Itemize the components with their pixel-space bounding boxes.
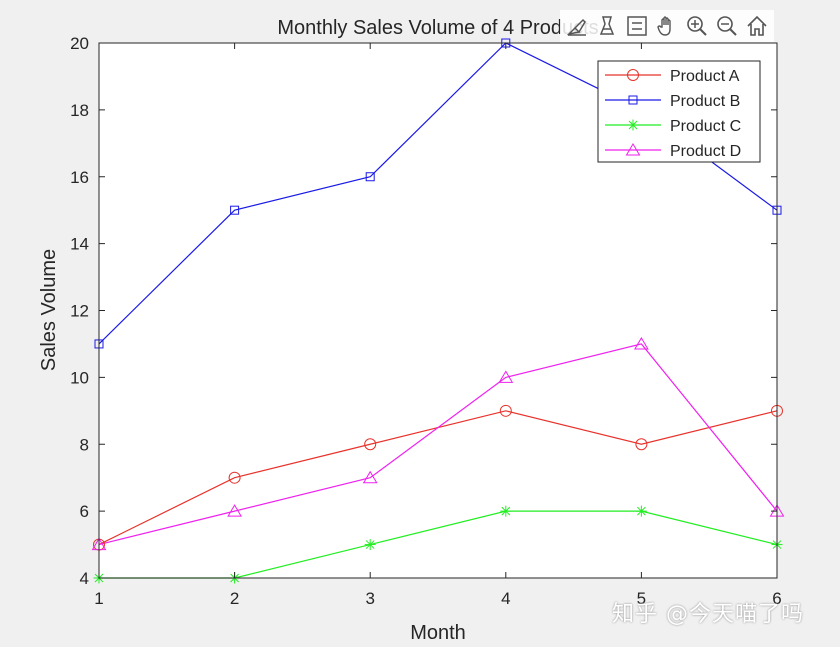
legend-label: Product B	[670, 93, 740, 110]
x-axis-label: Month	[410, 622, 466, 644]
x-tick-label: 4	[501, 589, 510, 608]
y-axis-label: Sales Volume	[38, 249, 60, 371]
legend-marker	[628, 95, 638, 105]
x-tick-label: 2	[230, 589, 239, 608]
series-4-point	[227, 504, 242, 517]
series-1-point	[364, 438, 377, 451]
series-3-point	[500, 505, 512, 517]
series-4-point	[634, 336, 649, 350]
legend[interactable]: Product A Product B Product C Product D	[597, 60, 761, 163]
y-tick-label: 16	[70, 168, 89, 187]
x-tick-label: 1	[94, 589, 103, 608]
legend-marker	[627, 119, 639, 131]
legend-label: Product D	[670, 143, 741, 160]
watermark: 知乎 @今天喵了吗	[612, 602, 804, 627]
y-tick-label: 4	[80, 569, 89, 588]
legend-marker	[625, 143, 641, 156]
series-3-point	[635, 505, 647, 517]
legend-box	[597, 60, 761, 163]
series-2-point	[365, 172, 375, 182]
y-tick-label: 20	[70, 34, 89, 53]
legend-icon[interactable]	[624, 13, 650, 39]
series-1-point	[499, 404, 512, 417]
legend-marker	[627, 69, 639, 81]
x-tick-label: 5	[637, 589, 646, 608]
y-tick-label: 12	[70, 302, 89, 321]
series-4-point	[498, 370, 514, 383]
pan-icon[interactable]	[654, 13, 680, 39]
series-1-point	[635, 438, 648, 451]
series-1-point	[228, 471, 241, 484]
series-2-point	[230, 205, 240, 215]
brush-edit-icon[interactable]	[564, 13, 590, 39]
x-tick-label: 3	[365, 589, 374, 608]
y-tick-label: 14	[70, 235, 89, 254]
legend-label: Product A	[670, 68, 740, 85]
zoom-in-icon[interactable]	[684, 13, 710, 39]
y-tick-labels: 4 6 8 10 12 14 16 18 20	[70, 34, 89, 588]
axes-toolbar	[560, 10, 774, 42]
chart-title: Monthly Sales Volume of 4 Products	[277, 17, 598, 39]
y-tick-label: 6	[80, 502, 89, 521]
series-4-point	[362, 470, 378, 484]
y-tick-label: 8	[80, 435, 89, 454]
series-line-4	[98, 343, 778, 546]
zoom-out-icon[interactable]	[714, 13, 740, 39]
series-3-point	[364, 539, 376, 551]
y-tick-label: 10	[70, 368, 89, 387]
x-tick-label: 6	[772, 589, 781, 608]
axis-ticks	[98, 42, 778, 579]
y-tick-label: 18	[70, 101, 89, 120]
home-icon[interactable]	[744, 13, 770, 39]
data-tip-icon[interactable]	[594, 13, 620, 39]
legend-label: Product C	[670, 118, 741, 135]
x-tick-labels: 1 2 3 4 5 6	[94, 589, 781, 608]
